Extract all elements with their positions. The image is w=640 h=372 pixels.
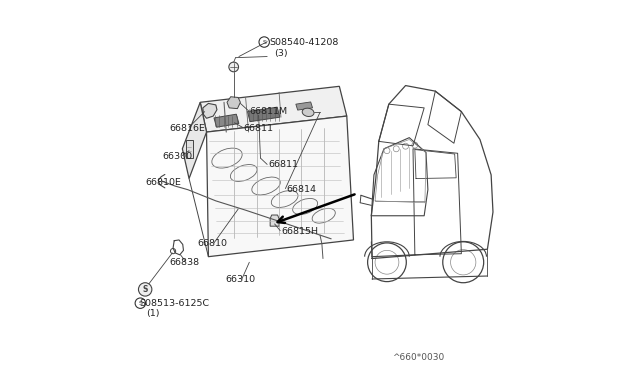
Polygon shape [200,86,347,132]
Text: 66810E: 66810E [145,178,181,187]
Polygon shape [203,103,217,118]
Polygon shape [227,97,241,109]
Text: 66810: 66810 [197,239,227,248]
Text: S08513-6125C: S08513-6125C [140,299,210,308]
Polygon shape [270,215,279,226]
Text: 66811: 66811 [268,160,298,169]
Text: 66811M: 66811M [250,107,287,116]
Text: 66814: 66814 [287,185,317,194]
Text: (1): (1) [146,309,159,318]
Text: 66815H: 66815H [281,227,318,236]
Circle shape [138,283,152,296]
Text: 66838: 66838 [170,258,200,267]
Text: 66310: 66310 [225,275,255,284]
Polygon shape [214,114,239,127]
Polygon shape [182,102,207,179]
Text: S: S [138,301,142,306]
Ellipse shape [302,108,314,116]
Polygon shape [296,102,312,110]
Text: S08540-41208: S08540-41208 [270,38,339,47]
Polygon shape [248,107,280,122]
Polygon shape [207,116,353,257]
Circle shape [229,62,239,72]
Text: (3): (3) [275,49,288,58]
Text: 66300: 66300 [162,153,192,161]
Text: 66811: 66811 [244,124,274,133]
Text: ^660*0030: ^660*0030 [392,353,445,362]
Text: S: S [143,285,148,294]
Bar [186,140,193,158]
Text: 66816E: 66816E [170,124,205,133]
Text: S: S [262,39,266,45]
